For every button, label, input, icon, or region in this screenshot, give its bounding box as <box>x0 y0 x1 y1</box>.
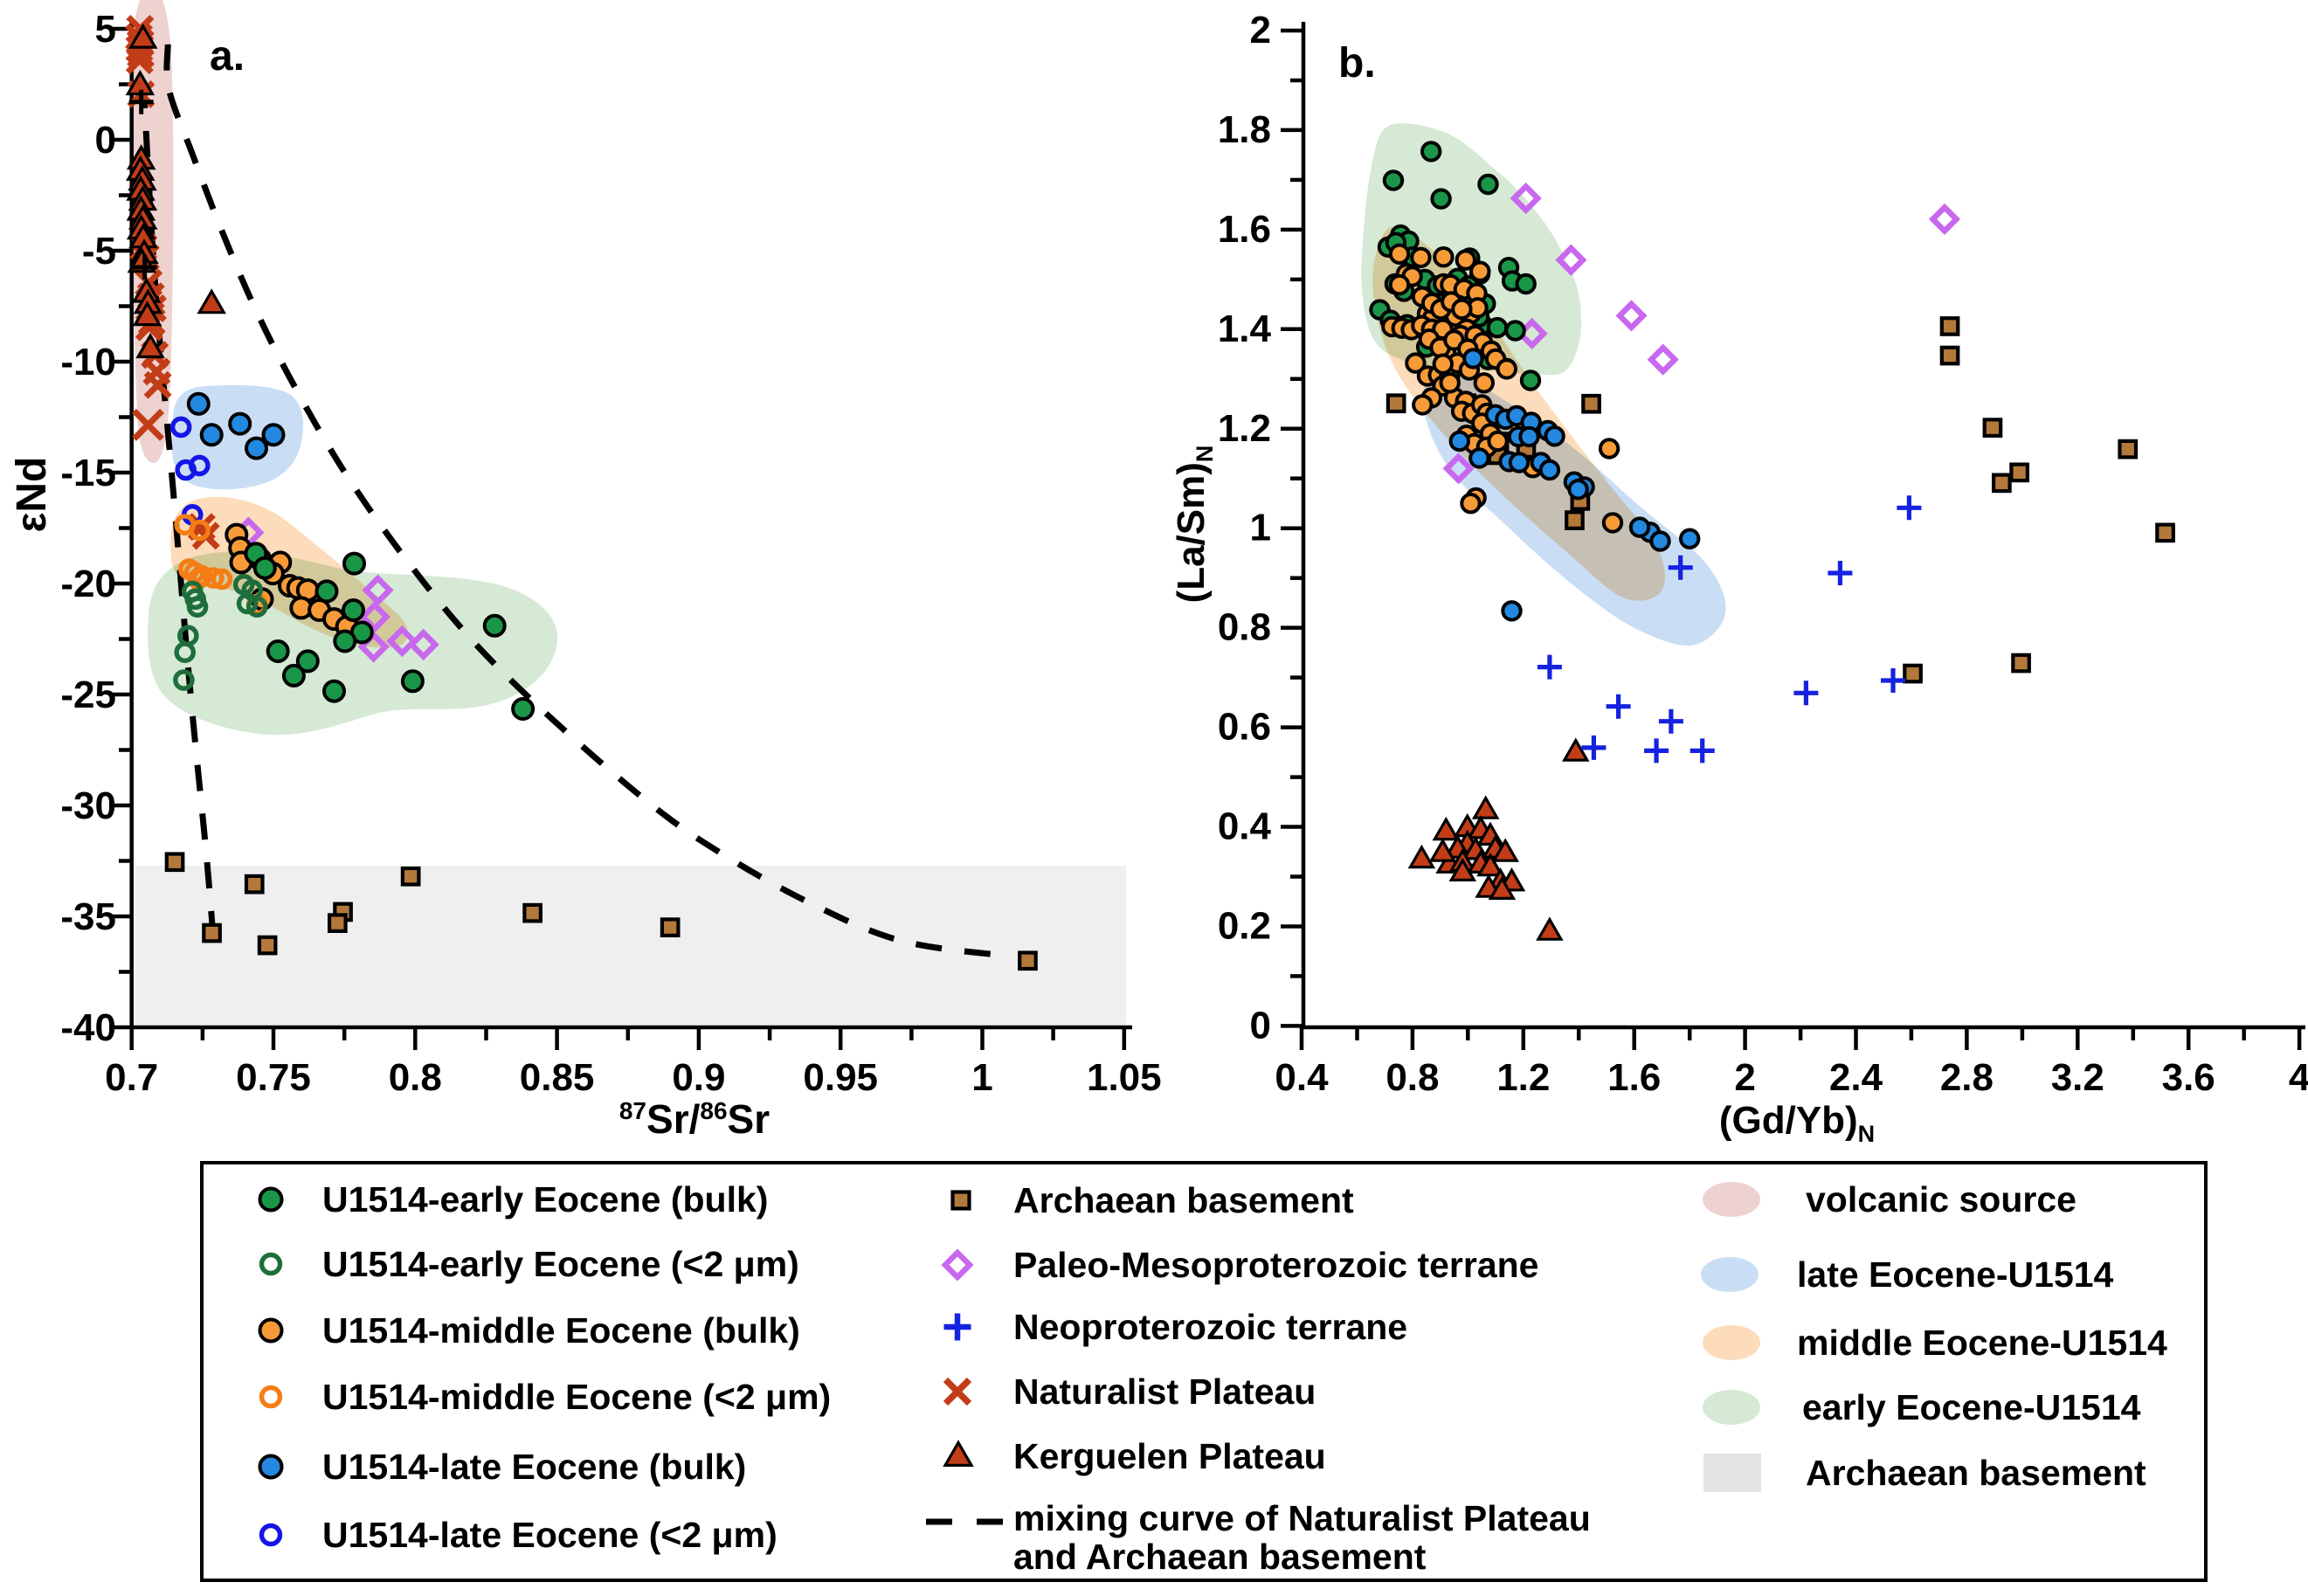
svg-text:U1514-late Eocene (bulk): U1514-late Eocene (bulk) <box>322 1447 746 1487</box>
svg-text:Paleo-Mesoproterozoic terrane: Paleo-Mesoproterozoic terrane <box>1013 1245 1539 1285</box>
svg-text:1.4: 1.4 <box>1218 307 1272 350</box>
svg-text:87Sr/86Sr: 87Sr/86Sr <box>619 1096 770 1142</box>
svg-text:-30: -30 <box>60 784 116 827</box>
svg-text:2.8: 2.8 <box>1940 1056 1994 1099</box>
svg-text:5: 5 <box>95 8 116 51</box>
svg-text:0: 0 <box>1250 1004 1271 1047</box>
svg-text:0.8: 0.8 <box>389 1056 442 1099</box>
svg-text:0.4: 0.4 <box>1275 1056 1329 1099</box>
svg-text:0.8: 0.8 <box>1218 606 1271 649</box>
svg-text:b.: b. <box>1338 40 1376 86</box>
svg-text:a.: a. <box>210 33 245 79</box>
svg-text:middle Eocene-U1514: middle Eocene-U1514 <box>1797 1323 2167 1363</box>
svg-text:(La/Sm)N: (La/Sm)N <box>1170 446 1218 604</box>
svg-text:1.2: 1.2 <box>1218 407 1271 450</box>
svg-text:0.9: 0.9 <box>672 1056 725 1099</box>
svg-text:-35: -35 <box>60 895 116 938</box>
svg-text:2: 2 <box>1250 9 1271 52</box>
svg-text:0.7: 0.7 <box>105 1056 158 1099</box>
svg-text:-5: -5 <box>82 230 116 273</box>
svg-text:4: 4 <box>2289 1056 2308 1099</box>
svg-text:0.75: 0.75 <box>236 1056 311 1099</box>
svg-text:late Eocene-U1514: late Eocene-U1514 <box>1797 1254 2114 1295</box>
svg-text:εNd: εNd <box>9 457 55 533</box>
svg-text:Archaean basement: Archaean basement <box>1806 1453 2146 1493</box>
svg-text:1.6: 1.6 <box>1218 208 1271 251</box>
svg-text:1.05: 1.05 <box>1087 1056 1162 1099</box>
svg-text:early Eocene-U1514: early Eocene-U1514 <box>1802 1387 2141 1427</box>
svg-text:0.95: 0.95 <box>803 1056 878 1099</box>
svg-text:3.2: 3.2 <box>2051 1056 2104 1099</box>
svg-text:-20: -20 <box>60 563 116 605</box>
svg-text:Naturalist Plateau: Naturalist Plateau <box>1013 1371 1316 1412</box>
svg-text:0.8: 0.8 <box>1385 1056 1439 1099</box>
svg-text:Archaean basement: Archaean basement <box>1013 1180 1354 1220</box>
svg-text:-25: -25 <box>60 674 116 716</box>
svg-text:0.6: 0.6 <box>1218 706 1271 749</box>
svg-text:Kerguelen Plateau: Kerguelen Plateau <box>1013 1436 1326 1476</box>
svg-text:volcanic source: volcanic source <box>1806 1179 2077 1219</box>
svg-text:and Archaean basement: and Archaean basement <box>1013 1537 1427 1577</box>
svg-text:-40: -40 <box>60 1006 116 1049</box>
svg-text:-10: -10 <box>60 341 116 383</box>
svg-text:2: 2 <box>1734 1056 1755 1099</box>
svg-text:-15: -15 <box>60 452 116 494</box>
svg-text:U1514-middle Eocene (bulk): U1514-middle Eocene (bulk) <box>322 1310 800 1351</box>
svg-text:1: 1 <box>971 1056 992 1099</box>
svg-text:mixing curve of Naturalist Pla: mixing curve of Naturalist Plateau <box>1013 1498 1591 1538</box>
svg-text:U1514-late Eocene (<2 μm): U1514-late Eocene (<2 μm) <box>322 1515 777 1555</box>
svg-text:U1514-middle Eocene (<2 μm): U1514-middle Eocene (<2 μm) <box>322 1377 831 1417</box>
svg-text:0: 0 <box>95 119 116 162</box>
svg-text:1.2: 1.2 <box>1496 1056 1550 1099</box>
svg-text:Neoproterozoic terrane: Neoproterozoic terrane <box>1013 1307 1407 1347</box>
svg-text:1: 1 <box>1250 507 1271 549</box>
svg-text:1.8: 1.8 <box>1218 108 1271 151</box>
svg-text:2.4: 2.4 <box>1829 1056 1883 1099</box>
svg-text:0.2: 0.2 <box>1218 905 1271 948</box>
svg-text:U1514-early Eocene (<2 μm): U1514-early Eocene (<2 μm) <box>322 1244 799 1284</box>
svg-text:0.4: 0.4 <box>1218 805 1272 848</box>
svg-text:1.6: 1.6 <box>1607 1056 1661 1099</box>
svg-text:(Gd/Yb)N: (Gd/Yb)N <box>1719 1099 1875 1147</box>
svg-text:3.6: 3.6 <box>2162 1056 2215 1099</box>
svg-text:0.85: 0.85 <box>520 1056 595 1099</box>
svg-text:U1514-early Eocene (bulk): U1514-early Eocene (bulk) <box>322 1179 768 1219</box>
